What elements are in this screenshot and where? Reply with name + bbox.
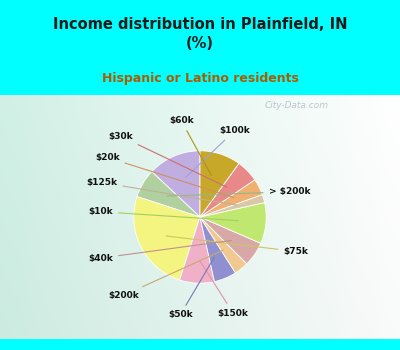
Text: Income distribution in Plainfield, IN
(%): Income distribution in Plainfield, IN (%… [53,17,347,51]
Text: $40k: $40k [88,240,231,262]
Text: $10k: $10k [88,207,238,221]
Wedge shape [180,217,214,283]
Wedge shape [200,195,265,217]
Wedge shape [200,217,261,264]
Text: $60k: $60k [169,117,211,175]
Text: > $200k: > $200k [168,187,310,196]
Text: Hispanic or Latino residents: Hispanic or Latino residents [102,72,298,85]
Text: $50k: $50k [168,257,214,320]
Wedge shape [137,172,200,217]
Text: $30k: $30k [108,132,227,187]
Text: $20k: $20k [95,153,234,197]
Text: $200k: $200k [108,250,223,300]
Wedge shape [200,180,262,217]
Wedge shape [200,217,247,273]
Wedge shape [134,197,200,280]
Text: City-Data.com: City-Data.com [265,101,329,110]
Wedge shape [152,151,200,217]
Wedge shape [200,163,255,217]
Text: $75k: $75k [166,236,308,256]
Text: $100k: $100k [186,126,250,177]
Text: $150k: $150k [200,260,248,317]
Wedge shape [200,217,236,282]
Text: $125k: $125k [86,178,237,205]
Wedge shape [200,203,266,243]
Wedge shape [200,151,239,217]
